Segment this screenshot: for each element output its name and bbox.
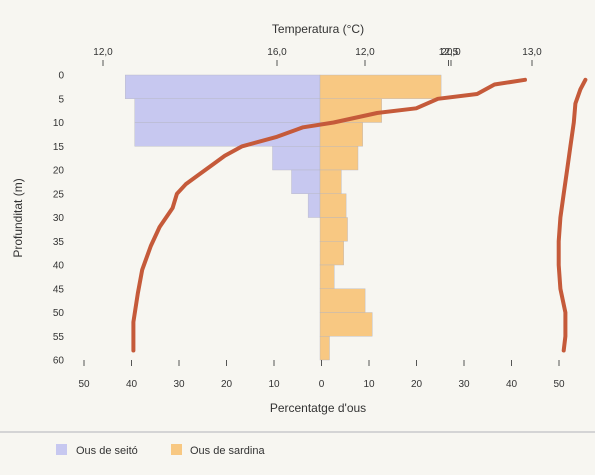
sardina-bar-15 [319, 146, 359, 171]
seito-bar-0 [125, 74, 321, 99]
y-axis-title: Profunditat (m) [11, 178, 25, 257]
seito-bar-15 [272, 146, 321, 171]
sardina-bar-0 [319, 74, 442, 99]
depth-tick-label: 25 [53, 189, 65, 200]
depth-tick-label: 30 [53, 213, 65, 224]
depth-tick-label: 35 [53, 237, 65, 248]
temp-tick-label-left: 16,0 [267, 47, 287, 58]
sardina-bar-10 [319, 122, 363, 147]
sardina-bar-25 [319, 193, 347, 218]
depth-tick-label: 60 [53, 356, 65, 367]
depth-tick-label: 0 [58, 71, 64, 82]
temperature-curves-layer [131, 77, 588, 353]
sardina-bar-45 [319, 288, 366, 313]
seito-bar-5 [134, 98, 321, 123]
temp-tick-label-right: 12,0 [355, 47, 375, 58]
percent-tick-label: 20 [411, 379, 423, 390]
depth-tick-label: 40 [53, 261, 65, 272]
sardina-bar-40 [319, 264, 335, 289]
x-axis-title: Percentatge d'ous [270, 401, 366, 415]
percent-tick-label: 10 [268, 379, 280, 390]
bars-layer [125, 74, 442, 361]
temp-tick-label-right: 13,0 [522, 47, 542, 58]
percent-tick-label: 30 [173, 379, 185, 390]
temp-tick-label-right: 12,5 [439, 47, 459, 58]
seito-bar-20 [291, 169, 321, 194]
percent-tick-label: 0 [319, 379, 325, 390]
sardina-bar-20 [319, 169, 342, 194]
sardina-bar-35 [319, 241, 344, 266]
depth-tick-label: 55 [53, 332, 65, 343]
percent-tick-label: 40 [126, 379, 138, 390]
depth-tick-label: 20 [53, 166, 65, 177]
legend-label-sardina: Ous de sardina [190, 445, 265, 457]
depth-tick-label: 15 [53, 142, 65, 153]
percent-tick-label: 20 [221, 379, 233, 390]
temperature-curve-left [131, 77, 527, 353]
depth-tick-label: 45 [53, 284, 65, 295]
depth-tick-label: 5 [58, 94, 64, 105]
temperature-curve-right [556, 77, 588, 353]
legend-label-seito: Ous de seitó [76, 445, 138, 457]
depth-tick-label: 10 [53, 118, 65, 129]
percent-tick-label: 10 [363, 379, 375, 390]
percent-tick-label: 50 [78, 379, 90, 390]
temp-tick-label-left: 20,0 [441, 47, 461, 58]
legend-swatch-sardina [171, 444, 182, 455]
percent-tick-label: 30 [458, 379, 470, 390]
depth-tick-label: 50 [53, 308, 65, 319]
percent-tick-label: 50 [553, 379, 565, 390]
legend-swatch-seito [56, 444, 67, 455]
sardina-bar-30 [319, 217, 348, 242]
sardina-bar-55 [319, 336, 330, 361]
percent-tick-label: 40 [506, 379, 518, 390]
sardina-bar-50 [319, 312, 373, 337]
temp-tick-label-left: 12,0 [93, 47, 113, 58]
seito-bar-10 [134, 122, 321, 147]
ticks-layer: 0 5 10 15 20 25 30 35 40 45 50 55 60 50 40 30 20 10 0 10 20 3… [53, 47, 565, 390]
top-axis-title: Temperatura (°C) [272, 22, 364, 36]
seito-bar-25 [307, 193, 321, 218]
